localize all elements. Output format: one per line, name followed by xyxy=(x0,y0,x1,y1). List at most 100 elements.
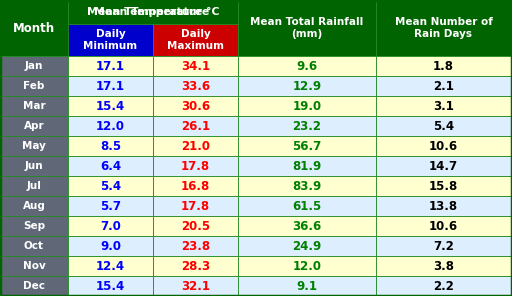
Text: 28.3: 28.3 xyxy=(181,260,210,273)
Bar xyxy=(153,176,238,196)
Text: Oct: Oct xyxy=(24,241,44,251)
Text: Sep: Sep xyxy=(23,221,45,231)
Bar xyxy=(238,216,376,236)
Bar xyxy=(238,276,376,296)
Text: 12.4: 12.4 xyxy=(96,260,125,273)
Text: 7.0: 7.0 xyxy=(100,220,121,232)
Bar xyxy=(153,156,238,176)
Text: 17.8: 17.8 xyxy=(181,160,210,173)
Text: Apr: Apr xyxy=(24,121,45,131)
Text: 19.0: 19.0 xyxy=(292,99,322,112)
Text: 1.8: 1.8 xyxy=(433,59,454,73)
Text: 8.5: 8.5 xyxy=(100,139,121,152)
Bar xyxy=(68,196,153,216)
Text: Dec: Dec xyxy=(23,281,45,291)
Bar xyxy=(376,276,511,296)
Text: 2.2: 2.2 xyxy=(433,279,454,292)
Bar xyxy=(153,76,238,96)
Text: 16.8: 16.8 xyxy=(181,179,210,192)
Text: Jul: Jul xyxy=(27,181,41,191)
Text: 20.5: 20.5 xyxy=(181,220,210,232)
Bar xyxy=(153,24,238,56)
Text: Mean Temperature: Mean Temperature xyxy=(94,7,212,17)
Text: 15.4: 15.4 xyxy=(96,99,125,112)
Text: 9.0: 9.0 xyxy=(100,239,121,252)
Text: 12.9: 12.9 xyxy=(292,80,322,92)
Bar xyxy=(68,216,153,236)
Bar xyxy=(0,236,68,256)
Text: 34.1: 34.1 xyxy=(181,59,210,73)
Bar xyxy=(376,96,511,116)
Text: Mean Number of
Rain Days: Mean Number of Rain Days xyxy=(395,17,493,39)
Text: 33.6: 33.6 xyxy=(181,80,210,92)
Text: 21.0: 21.0 xyxy=(181,139,210,152)
Text: 9.6: 9.6 xyxy=(296,59,317,73)
Bar xyxy=(68,0,238,24)
Text: 56.7: 56.7 xyxy=(292,139,322,152)
Text: Jan: Jan xyxy=(25,61,43,71)
Text: 5.4: 5.4 xyxy=(100,179,121,192)
Bar xyxy=(153,96,238,116)
Bar xyxy=(68,76,153,96)
Bar xyxy=(376,116,511,136)
Text: 3.8: 3.8 xyxy=(433,260,454,273)
Text: Mean Total Rainfall
(mm): Mean Total Rainfall (mm) xyxy=(250,17,364,39)
Text: 32.1: 32.1 xyxy=(181,279,210,292)
Bar xyxy=(68,116,153,136)
Text: May: May xyxy=(22,141,46,151)
Bar xyxy=(0,176,68,196)
Text: 17.1: 17.1 xyxy=(96,59,125,73)
Text: 3.1: 3.1 xyxy=(433,99,454,112)
Text: 2.1: 2.1 xyxy=(433,80,454,92)
Bar xyxy=(238,236,376,256)
Text: 5.4: 5.4 xyxy=(433,120,454,133)
Bar xyxy=(153,196,238,216)
Text: 12.0: 12.0 xyxy=(96,120,125,133)
Bar xyxy=(0,216,68,236)
Bar xyxy=(0,156,68,176)
Bar xyxy=(376,216,511,236)
Text: 10.6: 10.6 xyxy=(429,139,458,152)
Bar xyxy=(68,56,153,76)
Text: Mean Temperature °C: Mean Temperature °C xyxy=(87,7,219,17)
Bar xyxy=(238,56,376,76)
Bar xyxy=(238,76,376,96)
Text: 61.5: 61.5 xyxy=(292,200,322,213)
Bar xyxy=(376,236,511,256)
Bar xyxy=(153,216,238,236)
Bar xyxy=(153,236,238,256)
Text: 81.9: 81.9 xyxy=(292,160,322,173)
Text: 17.1: 17.1 xyxy=(96,80,125,92)
Bar xyxy=(376,156,511,176)
Text: 17.8: 17.8 xyxy=(181,200,210,213)
Text: 30.6: 30.6 xyxy=(181,99,210,112)
Bar xyxy=(0,116,68,136)
Bar xyxy=(153,136,238,156)
Bar xyxy=(0,196,68,216)
Bar xyxy=(153,116,238,136)
Text: 9.1: 9.1 xyxy=(296,279,317,292)
Bar xyxy=(68,256,153,276)
Bar xyxy=(68,96,153,116)
Text: Feb: Feb xyxy=(24,81,45,91)
Bar xyxy=(68,276,153,296)
Text: Nov: Nov xyxy=(23,261,46,271)
Text: 24.9: 24.9 xyxy=(292,239,322,252)
Bar xyxy=(68,156,153,176)
Bar xyxy=(376,196,511,216)
Bar xyxy=(0,96,68,116)
Text: Mar: Mar xyxy=(23,101,46,111)
Text: Month: Month xyxy=(13,22,55,35)
Bar xyxy=(153,256,238,276)
Bar xyxy=(0,276,68,296)
Text: 15.4: 15.4 xyxy=(96,279,125,292)
Text: 15.8: 15.8 xyxy=(429,179,458,192)
Bar xyxy=(238,156,376,176)
Bar xyxy=(153,276,238,296)
Bar xyxy=(0,76,68,96)
Text: 12.0: 12.0 xyxy=(292,260,322,273)
Bar xyxy=(68,236,153,256)
Bar xyxy=(238,116,376,136)
Bar xyxy=(376,136,511,156)
Text: 6.4: 6.4 xyxy=(100,160,121,173)
